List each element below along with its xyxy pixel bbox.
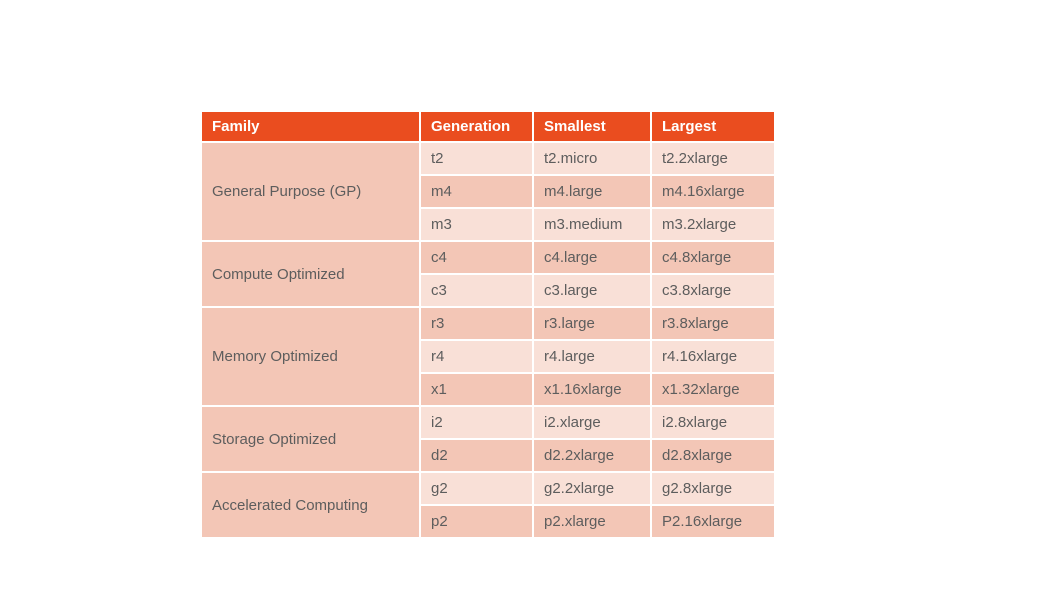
largest-cell: i2.8xlarge [651, 406, 774, 439]
generation-cell: c4 [420, 241, 533, 274]
largest-cell: r4.16xlarge [651, 340, 774, 373]
table-row: General Purpose (GP) t2 t2.micro t2.2xla… [202, 142, 774, 175]
largest-cell: c3.8xlarge [651, 274, 774, 307]
generation-cell: r3 [420, 307, 533, 340]
smallest-cell: m3.medium [533, 208, 651, 241]
family-cell: Accelerated Computing [202, 472, 420, 538]
generation-cell: g2 [420, 472, 533, 505]
smallest-cell: c4.large [533, 241, 651, 274]
generation-cell: i2 [420, 406, 533, 439]
largest-cell: r3.8xlarge [651, 307, 774, 340]
family-cell: Memory Optimized [202, 307, 420, 406]
col-header-smallest: Smallest [533, 112, 651, 142]
largest-cell: d2.8xlarge [651, 439, 774, 472]
largest-cell: c4.8xlarge [651, 241, 774, 274]
col-header-generation: Generation [420, 112, 533, 142]
largest-cell: P2.16xlarge [651, 505, 774, 538]
largest-cell: g2.8xlarge [651, 472, 774, 505]
smallest-cell: g2.2xlarge [533, 472, 651, 505]
largest-cell: m4.16xlarge [651, 175, 774, 208]
col-header-family: Family [202, 112, 420, 142]
table-row: Memory Optimized r3 r3.large r3.8xlarge [202, 307, 774, 340]
smallest-cell: i2.xlarge [533, 406, 651, 439]
generation-cell: r4 [420, 340, 533, 373]
generation-cell: m3 [420, 208, 533, 241]
generation-cell: m4 [420, 175, 533, 208]
largest-cell: t2.2xlarge [651, 142, 774, 175]
family-cell: Compute Optimized [202, 241, 420, 307]
table-row: Storage Optimized i2 i2.xlarge i2.8xlarg… [202, 406, 774, 439]
smallest-cell: x1.16xlarge [533, 373, 651, 406]
smallest-cell: d2.2xlarge [533, 439, 651, 472]
table-row: Compute Optimized c4 c4.large c4.8xlarge [202, 241, 774, 274]
smallest-cell: p2.xlarge [533, 505, 651, 538]
smallest-cell: r4.large [533, 340, 651, 373]
generation-cell: p2 [420, 505, 533, 538]
largest-cell: x1.32xlarge [651, 373, 774, 406]
family-cell: Storage Optimized [202, 406, 420, 472]
instance-family-table-container: Family Generation Smallest Largest Gener… [202, 112, 774, 539]
table-header-row: Family Generation Smallest Largest [202, 112, 774, 142]
generation-cell: x1 [420, 373, 533, 406]
largest-cell: m3.2xlarge [651, 208, 774, 241]
table-row: Accelerated Computing g2 g2.2xlarge g2.8… [202, 472, 774, 505]
generation-cell: d2 [420, 439, 533, 472]
table-body: General Purpose (GP) t2 t2.micro t2.2xla… [202, 142, 774, 538]
smallest-cell: m4.large [533, 175, 651, 208]
smallest-cell: r3.large [533, 307, 651, 340]
smallest-cell: c3.large [533, 274, 651, 307]
family-cell: General Purpose (GP) [202, 142, 420, 241]
col-header-largest: Largest [651, 112, 774, 142]
smallest-cell: t2.micro [533, 142, 651, 175]
generation-cell: c3 [420, 274, 533, 307]
generation-cell: t2 [420, 142, 533, 175]
instance-family-table: Family Generation Smallest Largest Gener… [202, 112, 774, 539]
